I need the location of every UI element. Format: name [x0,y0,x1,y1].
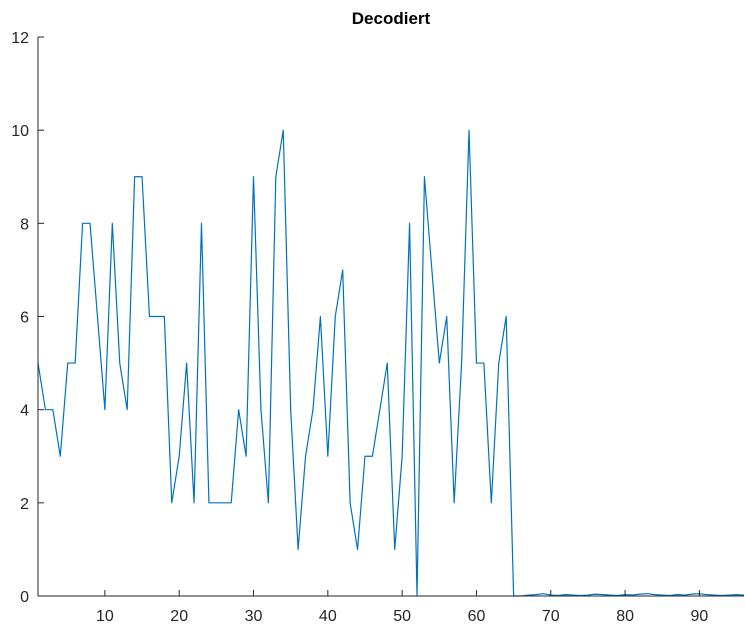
y-tick-label: 10 [11,123,29,140]
series-line-1 [37,129,745,597]
chart-title: Decodiert [352,9,431,28]
axes: 0 2 4 6 8 10 12 10 20 30 40 50 60 70 80 90 [11,30,744,625]
x-tick-label: 70 [542,608,560,625]
y-tick-label: 2 [20,496,29,513]
y-tick-label: 0 [20,589,29,606]
y-tick-label: 6 [20,310,29,327]
y-tick-label: 8 [20,216,29,233]
y-tick-label: 4 [20,403,29,420]
x-tick-label: 10 [96,608,114,625]
x-tick-label: 80 [616,608,634,625]
y-tick-label: 12 [11,30,29,47]
x-tick-label: 60 [468,608,486,625]
x-tick-label: 30 [245,608,263,625]
x-tick-label: 20 [170,608,188,625]
plot-area [37,129,745,597]
x-tick-label: 90 [691,608,709,625]
x-tick-label: 50 [393,608,411,625]
x-tick-label: 40 [319,608,337,625]
